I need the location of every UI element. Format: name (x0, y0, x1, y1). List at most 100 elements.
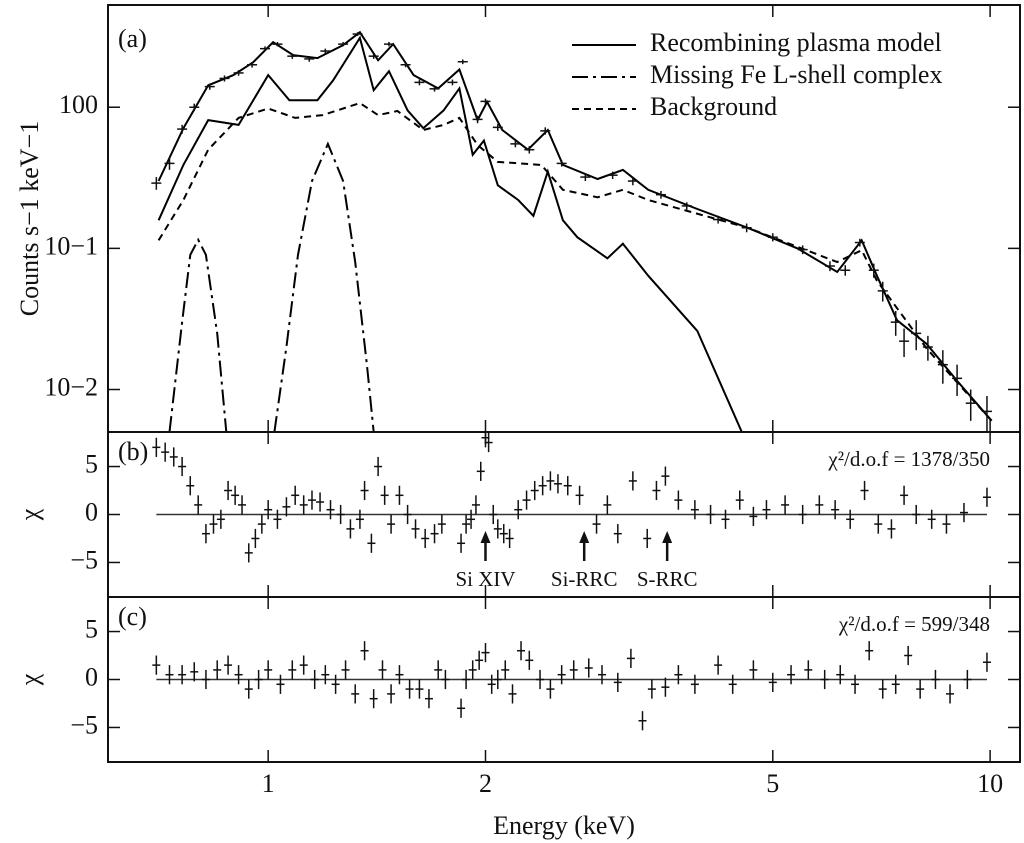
data-point (714, 655, 723, 675)
data-point (177, 124, 188, 134)
y-tick-label: 10−2 (44, 372, 98, 401)
data-point (597, 665, 606, 685)
data-point (238, 495, 247, 515)
data-point (959, 502, 968, 523)
data-point (165, 665, 174, 685)
plot-area (152, 641, 991, 731)
data-point (840, 265, 851, 276)
data-point (877, 281, 888, 302)
data-point (522, 490, 531, 510)
data-point (383, 41, 394, 47)
data-point (911, 320, 922, 351)
data-point (216, 509, 225, 529)
data-point (922, 335, 933, 361)
data-point (749, 506, 758, 527)
data-point (405, 679, 414, 699)
data-point (338, 41, 349, 47)
frame (107, 596, 1021, 763)
data-point (530, 480, 539, 501)
data-point (575, 485, 584, 505)
data-point (299, 655, 308, 675)
data-point (963, 669, 972, 690)
data-point (367, 533, 376, 553)
data-point (982, 487, 991, 507)
y-tick-label: −5 (70, 545, 98, 574)
data-point (538, 476, 547, 496)
data-point (592, 514, 601, 534)
data-point (447, 79, 458, 86)
data-point (546, 471, 555, 491)
legend-label: Background (650, 92, 777, 121)
data-point (797, 245, 808, 255)
data-point (510, 140, 521, 148)
data-point (553, 474, 562, 494)
data-point (501, 660, 510, 680)
data-point (467, 509, 476, 529)
data-point (721, 509, 730, 529)
data-point (865, 641, 874, 661)
data-point (713, 215, 724, 224)
data-point (874, 514, 883, 534)
data-point (854, 238, 865, 247)
y-axis-label: χ (15, 673, 44, 686)
data-point (307, 490, 316, 510)
data-point (655, 190, 666, 199)
data-point (331, 674, 340, 694)
panel: −5 0 5 1 2 5 10 (c) χ Energy (keV) χ²/d.o.f = 599/… (15, 596, 1021, 840)
data-point (900, 485, 909, 505)
data-point (291, 485, 300, 505)
data-point (524, 146, 535, 154)
data-point (468, 660, 477, 680)
data-point (434, 660, 443, 680)
data-point (499, 524, 508, 544)
data-point (341, 660, 350, 680)
data-point (613, 524, 622, 544)
data-point (288, 660, 297, 680)
data-point (369, 689, 378, 709)
x-tick-label: 1 (262, 769, 275, 798)
data-point (613, 672, 622, 692)
data-point (355, 509, 364, 529)
data-point (505, 528, 514, 549)
data-point (781, 495, 790, 515)
data-point (424, 689, 433, 709)
data-point (152, 655, 161, 675)
data-point (374, 456, 383, 477)
data-point (481, 643, 490, 663)
data-point (946, 684, 955, 704)
data-point (824, 261, 835, 272)
plot-area (152, 432, 991, 563)
data-point (251, 528, 260, 549)
data-point (213, 660, 222, 680)
arrow-head (662, 531, 673, 543)
data-point (151, 177, 162, 190)
legend-label: Recombining plasma model (650, 28, 942, 57)
x-tick-label: 2 (479, 769, 492, 798)
x-tick-label: 5 (766, 769, 779, 798)
data-point (891, 674, 900, 694)
data-point (244, 543, 253, 563)
data-point (878, 679, 887, 699)
data-point (429, 86, 440, 92)
data-point (476, 461, 485, 481)
model-line (168, 141, 375, 432)
data-point (378, 660, 387, 680)
data-point (254, 669, 263, 690)
panel-label: (c) (118, 602, 147, 631)
data-point (514, 500, 523, 520)
data-point (400, 62, 411, 68)
data-point (749, 660, 758, 680)
data-point (471, 495, 480, 515)
data-point (231, 485, 240, 505)
data-point (234, 665, 243, 685)
data-point (233, 70, 244, 76)
data-point (890, 310, 901, 336)
data-point (462, 514, 471, 534)
data-point (264, 660, 273, 680)
data-point (457, 698, 466, 718)
y-tick-label: −5 (70, 710, 98, 739)
data-point (247, 62, 258, 68)
y-axis-label: χ (15, 508, 44, 521)
data-point (152, 437, 161, 457)
data-point (580, 173, 591, 182)
